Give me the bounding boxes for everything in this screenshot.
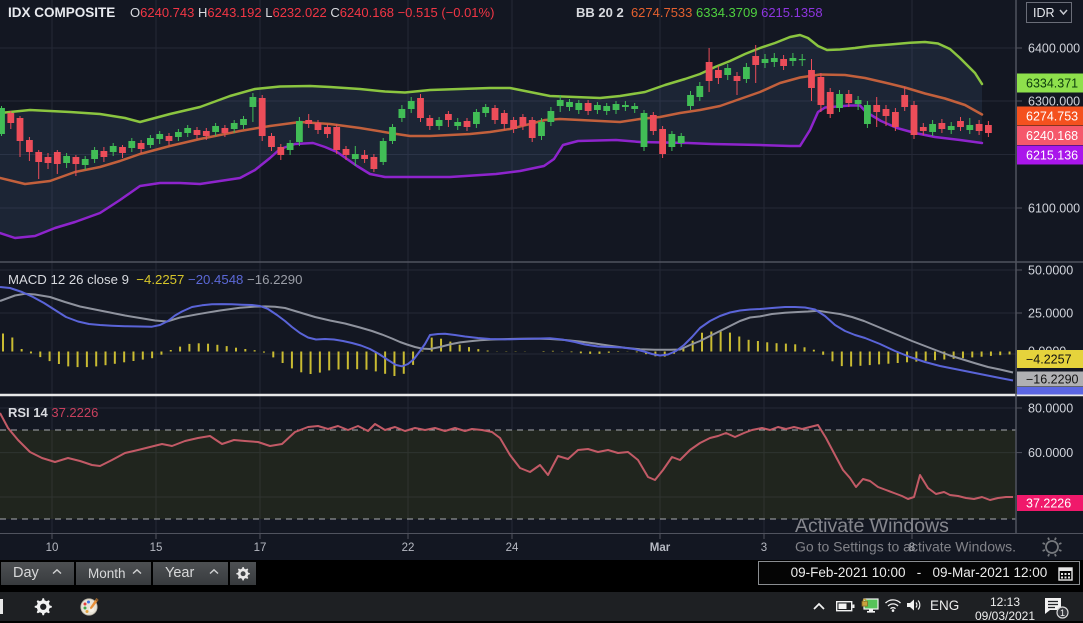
svg-text:37.2226: 37.2226 [1026,497,1071,511]
svg-text:1: 1 [1060,608,1065,618]
svg-text:15: 15 [150,542,163,554]
svg-text:BB 20 2 6274.7533 6334.3709 6: BB 20 2 6274.7533 6334.3709 6215.1358 [576,5,823,20]
svg-text:17: 17 [254,542,267,554]
svg-text:24: 24 [506,542,519,554]
svg-text:60.0000: 60.0000 [1028,446,1073,460]
svg-text:6300.000: 6300.000 [1028,95,1080,109]
svg-text:6240.168: 6240.168 [1026,129,1078,143]
svg-text:50.0000: 50.0000 [1028,264,1073,278]
svg-text:Mar: Mar [650,542,671,554]
svg-text:Go to Settings to activate Win: Go to Settings to activate Windows. [795,539,1016,555]
svg-text:RSI 14 37.2226: RSI 14 37.2226 [8,405,98,420]
svg-text:80.0000: 80.0000 [1028,402,1073,416]
svg-text:6274.753: 6274.753 [1026,110,1078,124]
svg-text:10: 10 [46,542,59,554]
svg-text:Activate Windows: Activate Windows [795,515,949,537]
svg-text:−4.2257: −4.2257 [1026,353,1072,367]
svg-text:MACD 12 26 close 9 −4.2257 −2: MACD 12 26 close 9 −4.2257 −20.4548 −16.… [8,272,302,287]
svg-text:6100.000: 6100.000 [1028,202,1080,216]
svg-text:3: 3 [761,542,767,554]
svg-text:IDX COMPOSITE: IDX COMPOSITE [8,5,115,20]
svg-text:25.0000: 25.0000 [1028,307,1073,321]
svg-text:6400.000: 6400.000 [1028,42,1080,56]
svg-text:6334.371: 6334.371 [1026,77,1078,91]
svg-text:8: 8 [909,542,915,554]
svg-text:6215.136: 6215.136 [1026,149,1078,163]
svg-text:O6240.743 H6243.192 L6232.022: O6240.743 H6243.192 L6232.022 C6240.168 … [130,5,494,20]
svg-text:IDR: IDR [1033,6,1055,20]
svg-text:22: 22 [402,542,415,554]
svg-text:−16.2290: −16.2290 [1026,373,1079,387]
